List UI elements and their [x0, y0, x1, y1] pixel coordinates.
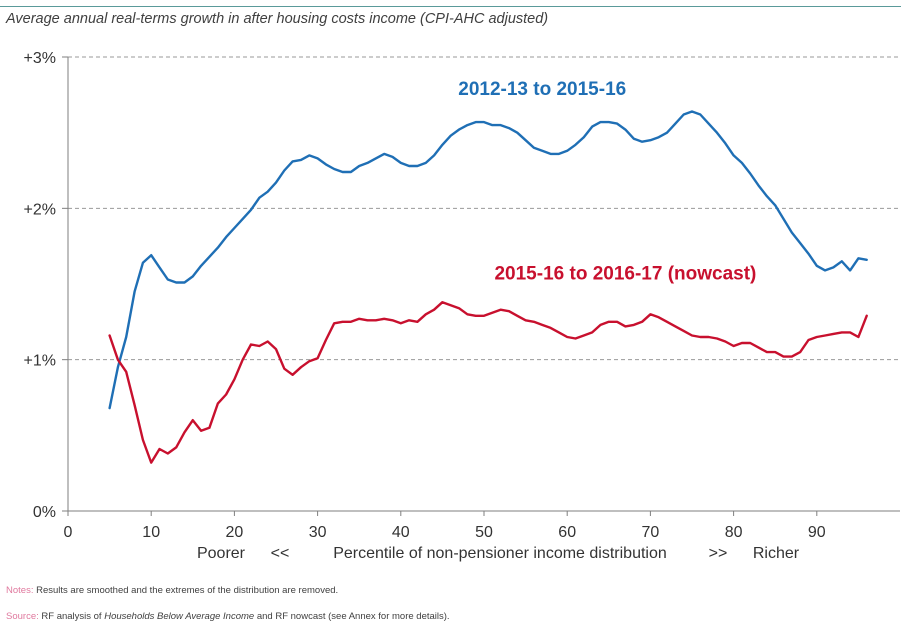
source-italic: Households Below Average Income [104, 611, 255, 622]
y-tick-label: 0% [33, 504, 56, 521]
chart-source: Source: RF analysis of Households Below … [6, 611, 450, 622]
x-tick-label: 50 [475, 524, 493, 541]
x-tick-label: 90 [808, 524, 826, 541]
y-tick-label: +1% [24, 353, 56, 370]
x-label-center: Percentile of non-pensioner income distr… [333, 545, 667, 562]
series-lines [108, 110, 868, 464]
series-label-2: 2015-16 to 2016-17 (nowcast) [494, 263, 756, 284]
x-label-right-arrow: >> [709, 545, 728, 562]
series-line-2 [108, 301, 868, 464]
grid-lines [68, 56, 900, 361]
x-tick-label: 60 [558, 524, 576, 541]
x-label-richer: Richer [753, 545, 800, 562]
x-label-poorer: Poorer [197, 545, 246, 562]
x-tick-label: 40 [392, 524, 410, 541]
chart-notes: Notes: Results are smoothed and the extr… [6, 585, 338, 596]
x-tick-label: 70 [642, 524, 660, 541]
notes-prefix: Notes: [6, 585, 34, 596]
y-tick-label: +3% [24, 50, 56, 67]
axes: 0% +1% +2% +3% 0 10 20 30 40 50 60 70 80 90 [24, 50, 900, 541]
notes-text: Results are smoothed and the extremes of… [33, 585, 339, 596]
x-axis-label: Poorer << Percentile of non-pensioner in… [197, 545, 800, 562]
x-tick-label: 30 [309, 524, 327, 541]
series-line-1 [108, 110, 868, 410]
x-tick-label: 20 [226, 524, 244, 541]
y-tick-label: +2% [24, 201, 56, 218]
source-prefix: Source: [6, 611, 39, 622]
top-rule [0, 6, 901, 7]
line-chart: 0% +1% +2% +3% 0 10 20 30 40 50 60 70 80 90 2012-13 t… [24, 50, 900, 562]
x-tick-label: 0 [64, 524, 73, 541]
chart-subtitle: Average annual real-terms growth in afte… [6, 11, 549, 27]
x-label-left-arrow: << [271, 545, 290, 562]
x-tick-label: 80 [725, 524, 743, 541]
source-pre: RF analysis of [38, 611, 105, 622]
series-labels: 2012-13 to 2015-16 2015-16 to 2016-17 (no… [458, 79, 756, 285]
series-label-1: 2012-13 to 2015-16 [458, 79, 626, 100]
source-post: and RF nowcast (see Annex for more detai… [254, 611, 450, 622]
x-tick-label: 10 [142, 524, 160, 541]
